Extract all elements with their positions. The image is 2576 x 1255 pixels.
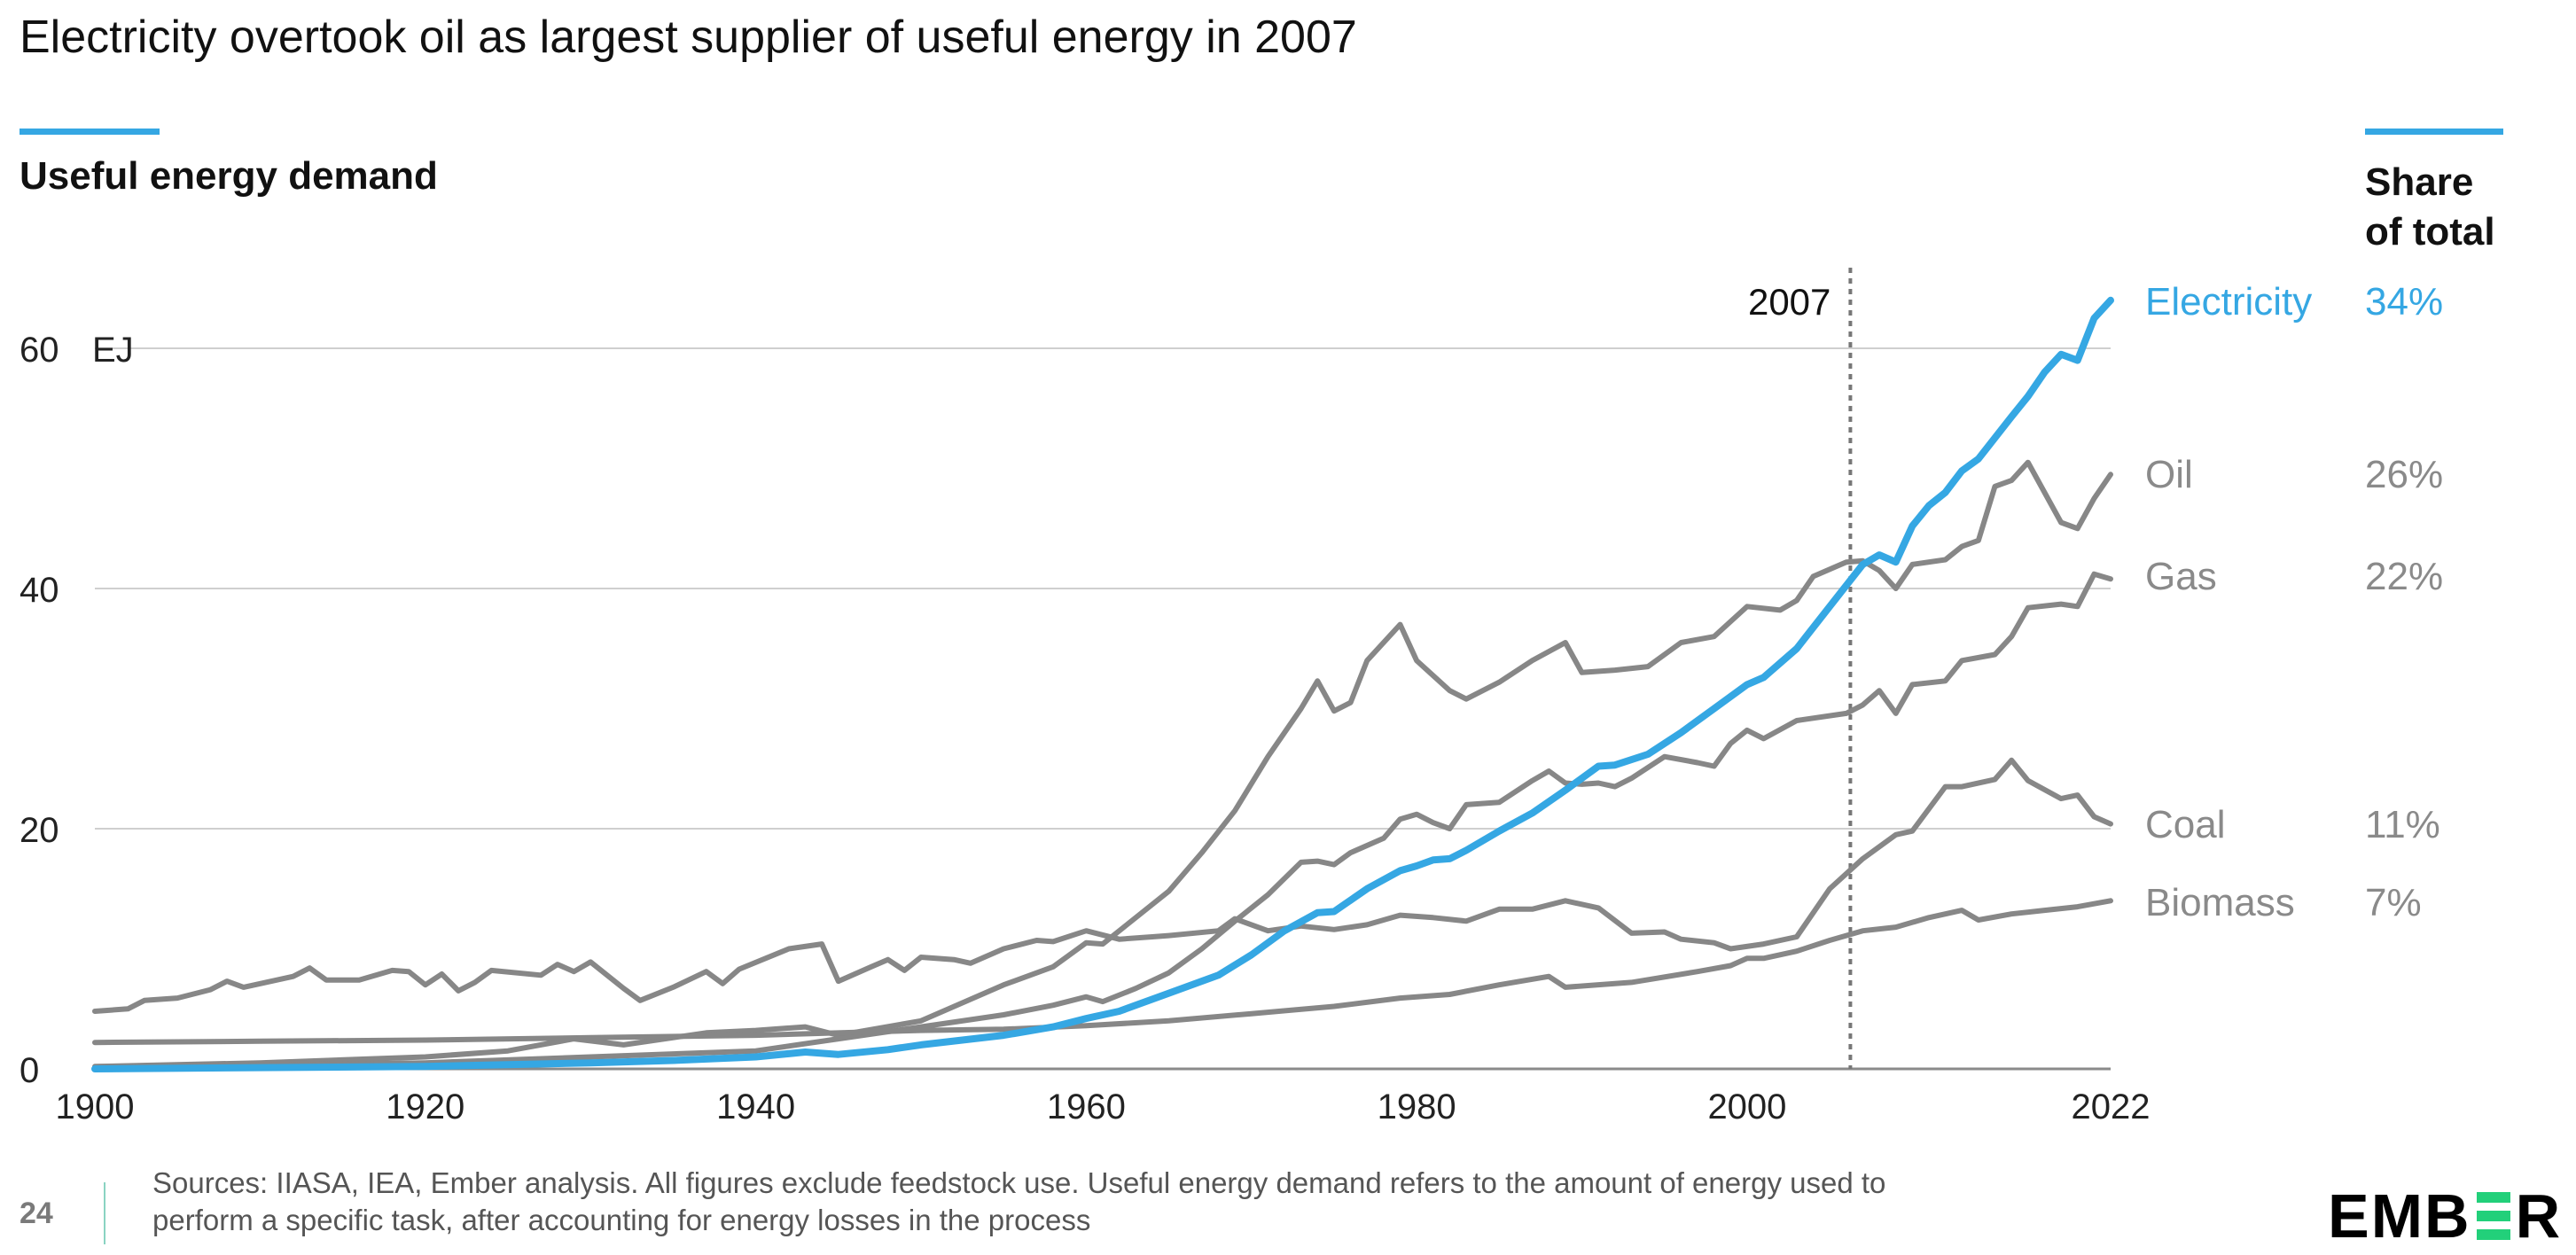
y-tick-label: 40 [20, 571, 59, 610]
sources-line-2: perform a specific task, after accountin… [152, 1204, 1091, 1236]
footer-divider [104, 1182, 105, 1244]
x-tick-label: 2000 [1707, 1087, 1786, 1126]
series-share-electricity: 34% [2365, 280, 2443, 323]
series-label-biomass: Biomass [2145, 881, 2295, 924]
series-share-gas: 22% [2365, 555, 2443, 598]
line-chart: 0 20 40 60 EJ 1900 1920 1940 1960 1980 2000 2022 20… [20, 268, 2443, 1126]
annotation-label: 2007 [1748, 281, 1831, 323]
series-label-gas: Gas [2145, 555, 2217, 598]
sources-line-1: Sources: IIASA, IEA, Ember analysis. All… [152, 1166, 1886, 1199]
x-tick-label: 2022 [2072, 1087, 2151, 1126]
x-tick-label: 1960 [1047, 1087, 1126, 1126]
share-header-line2: of total [2365, 210, 2495, 253]
series-line-oil [92, 459, 2113, 1070]
series-label-coal: Coal [2145, 803, 2226, 846]
ember-logo: EMB R [2328, 1181, 2563, 1251]
x-tick-label: 1940 [716, 1087, 795, 1126]
series-line-coal [92, 757, 2113, 1014]
accent-bar-right [2365, 129, 2503, 135]
accent-bar-left [20, 129, 160, 135]
y-unit-label: EJ [92, 331, 134, 370]
chart-subtitle: Useful energy demand [20, 154, 438, 198]
y-tick-label: 0 [20, 1051, 39, 1090]
series-share-biomass: 7% [2365, 881, 2422, 924]
page-number: 24 [20, 1197, 53, 1230]
share-header-line1: Share [2365, 160, 2474, 204]
series-share-coal: 11% [2365, 803, 2440, 846]
logo-green-e-icon [2476, 1192, 2510, 1240]
y-tick-label: 20 [20, 811, 59, 850]
series-line-gas [92, 571, 2113, 1071]
share-header: Share of total [2365, 158, 2495, 257]
series-line-electricity [91, 296, 2114, 1072]
series-label-electricity: Electricity [2145, 280, 2312, 323]
series-line-biomass [92, 898, 2113, 1046]
x-tick-label: 1920 [386, 1087, 464, 1126]
sources-note: Sources: IIASA, IEA, Ember analysis. All… [152, 1165, 2191, 1239]
y-tick-label: 60 [20, 331, 59, 370]
x-tick-label: 1900 [56, 1087, 135, 1126]
x-tick-label: 1980 [1378, 1087, 1456, 1126]
series-label-oil: Oil [2145, 453, 2193, 496]
chart-title: Electricity overtook oil as largest supp… [20, 12, 1357, 63]
series-share-oil: 26% [2365, 453, 2443, 496]
